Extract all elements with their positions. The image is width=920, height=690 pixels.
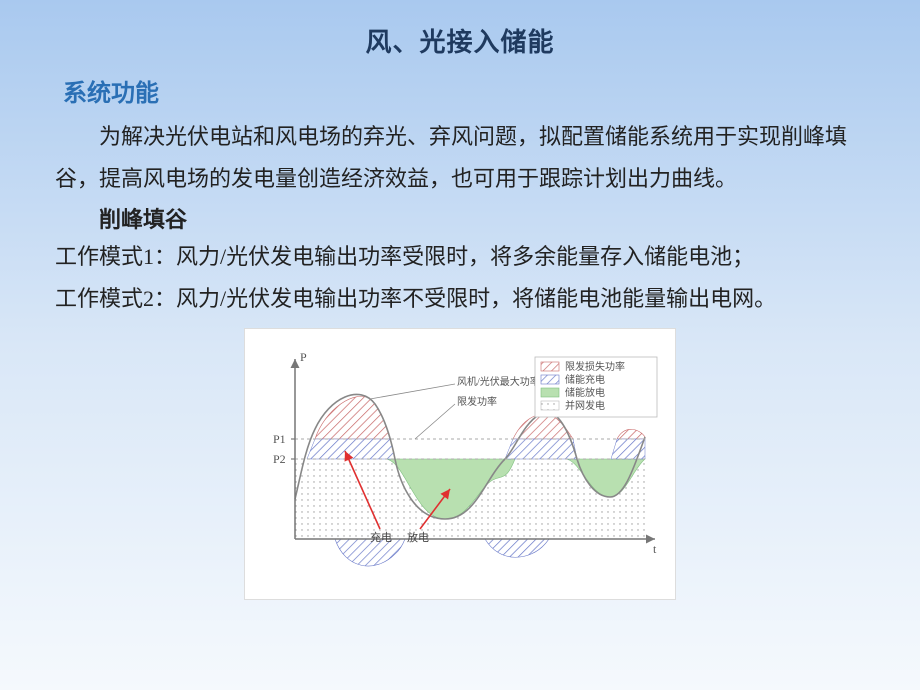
anno-limit: 限发功率 [457,395,497,408]
legend-1: 储能充电 [565,373,605,386]
peak-shaving-chart: P t P1 P2 风机/光伏最大功率 限发功率 充电 放电 限发损失功率 [244,328,676,600]
arrow-charge-label: 充电 [370,530,392,544]
mode-1: 工作模式1：风力/光伏发电输出功率受限时，将多余能量存入储能电池； [55,238,865,276]
p1-label: P1 [273,432,286,446]
intro-paragraph: 为解决光伏电站和风电场的弃光、弃风问题，拟配置储能系统用于实现削峰填谷，提高风电… [55,116,865,200]
x-axis-label: t [653,542,657,556]
legend-2: 储能放电 [565,386,605,399]
arrow-discharge-label: 放电 [407,530,429,544]
legend-3: 并网发电 [565,399,605,412]
anno-max: 风机/光伏最大功率 [457,375,540,388]
y-axis-label: P [300,350,307,364]
p2-label: P2 [273,452,286,466]
section-heading: 系统功能 [63,73,865,108]
sub-heading: 削峰填谷 [55,202,865,234]
legend-0: 限发损失功率 [565,360,625,373]
mode-2: 工作模式2：风力/光伏发电输出功率不受限时，将储能电池能量输出电网。 [55,280,865,318]
page-title: 风、光接入储能 [55,22,865,59]
